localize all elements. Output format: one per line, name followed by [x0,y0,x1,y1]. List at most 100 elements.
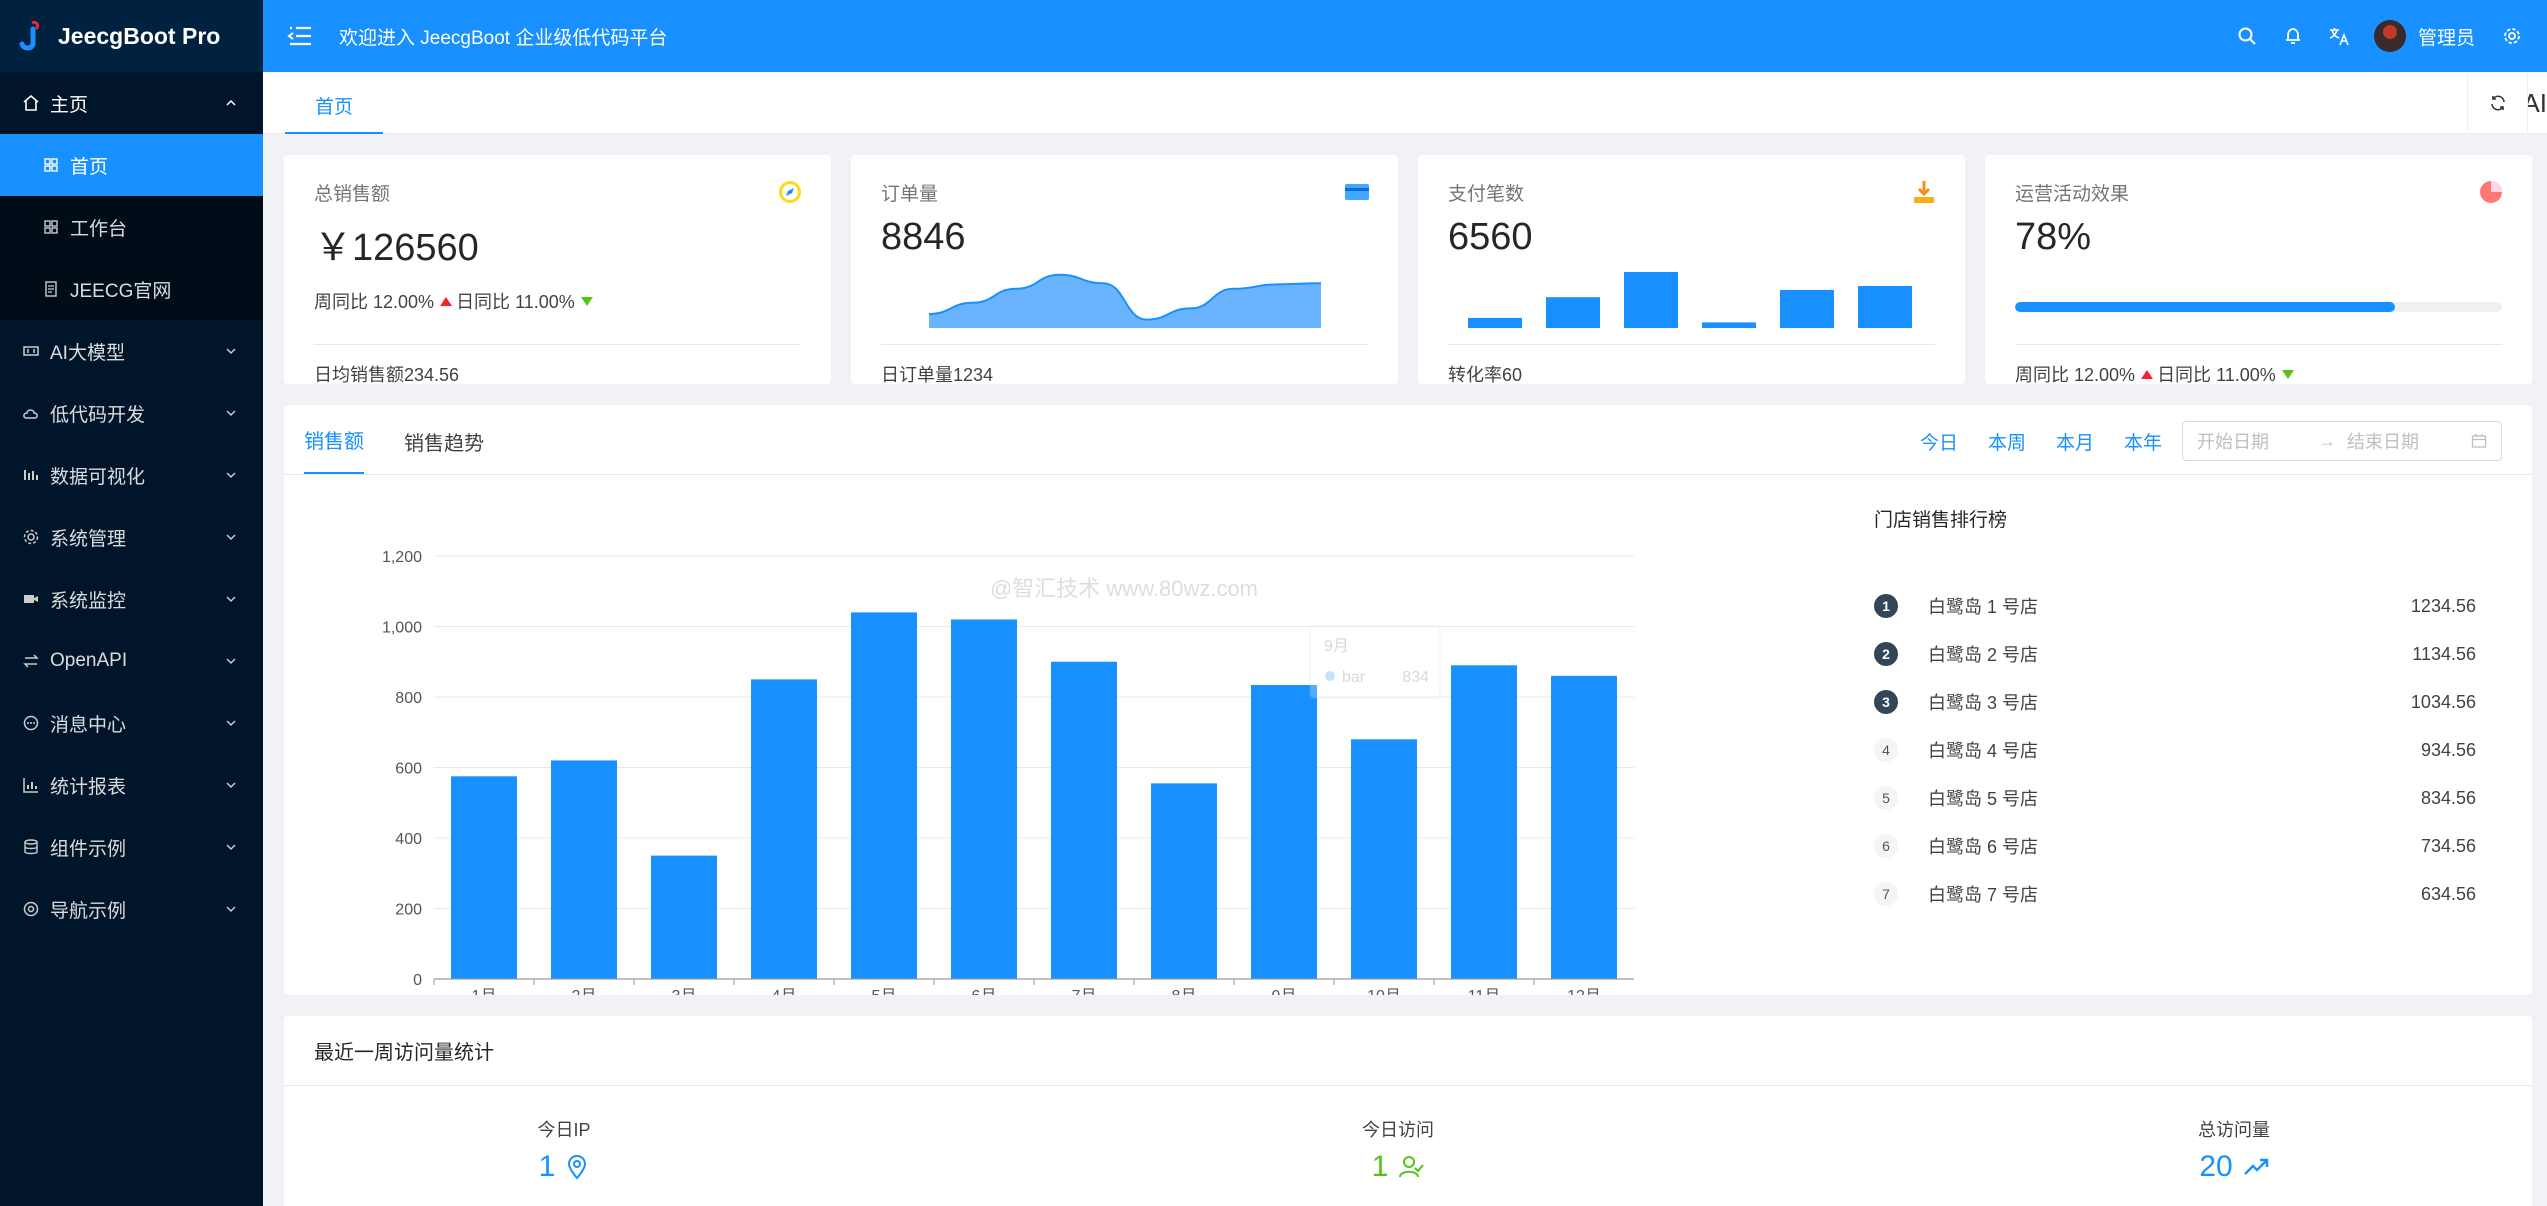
refresh-button[interactable] [2467,72,2527,134]
sidebar-item-messages[interactable]: 消息中心 [0,692,263,754]
arrow-right-icon: → [2318,430,2336,451]
sidebar-item-data-vis[interactable]: 数据可视化 [0,444,263,506]
video-icon [22,590,40,608]
sidebar-item-ai-model[interactable]: AI大模型 [0,320,263,382]
store-value: 1134.56 [2412,643,2476,664]
y-tick-label: 0 [413,972,422,989]
logo[interactable]: JeecgBoot Pro [0,0,263,72]
location-icon [568,1155,587,1180]
tab-sales-trend[interactable]: 销售趋势 [404,433,484,455]
y-tick-label: 200 [395,902,422,919]
chevron-down-icon [223,653,239,669]
gear-icon[interactable] [2501,25,2523,47]
date-end-input[interactable]: 结束日期 [2347,432,2419,452]
bar-11月[interactable] [1451,665,1517,979]
store-value: 734.56 [2420,835,2476,856]
message-icon [22,714,40,732]
x-tick-label: 9月 [1272,988,1297,995]
x-tick-label: 6月 [972,988,997,995]
bar-3月[interactable] [651,855,717,979]
search-icon[interactable] [2236,25,2258,47]
bar-9月[interactable] [1251,685,1317,979]
sidebar-item-dashboard[interactable]: 首页 [0,134,263,196]
bar-5月[interactable] [851,612,917,979]
sidebar-item-reports[interactable]: 统计报表 [0,754,263,816]
grid-icon [42,218,60,236]
menu-fold-icon[interactable] [287,23,313,49]
ranking-title: 门店销售排行榜 [1874,510,2008,531]
chevron-down-icon [223,591,239,607]
x-tick-label: 2月 [572,988,597,995]
x-tick-label: 8月 [1172,988,1197,995]
avatar[interactable] [2373,20,2406,52]
chart-icon [22,466,40,484]
tab-sales[interactable]: 销售额 [304,425,364,474]
store-name: 白鹭岛 2 号店 [1928,645,2039,665]
y-tick-label: 400 [395,831,422,848]
ranking-row: 5 白鹭岛 5 号店 834.56 [1874,774,2514,822]
date-start-input[interactable]: 开始日期 [2197,432,2269,452]
chevron-down-icon [223,901,239,917]
sidebar-item-workbench[interactable]: 工作台 [0,196,263,258]
trend-row: 周同比 12.00% 日同比 11.00% [2015,344,2502,387]
visit-value: 20 [2199,1150,2233,1183]
sidebar-item-components[interactable]: 组件示例 [0,816,263,878]
sidebar-item-openapi[interactable]: OpenAPI [0,630,263,692]
username[interactable]: 管理员 [2417,27,2475,49]
trend-up-icon [440,296,453,306]
range-month[interactable]: 本月 [2055,432,2094,454]
store-name: 白鹭岛 5 号店 [1928,789,2039,809]
rank-number: 5 [1874,786,1898,810]
trend-down-icon [2281,369,2294,379]
bar-10月[interactable] [1351,739,1417,979]
bar-2月[interactable] [551,760,617,979]
progress-fill [2015,302,2395,312]
bar-1月[interactable] [451,776,517,979]
visit-label: 今日访问 [1362,1120,1434,1140]
sales-card: 销售额 销售趋势 今日 本周 本月 本年 开始日期 → 结束日期 0 200 400… [284,405,2532,1005]
sidebar-item-navigation[interactable]: 导航示例 [0,878,263,940]
sidebar-item-label: 首页 [70,156,109,178]
sidebar-item-home[interactable]: 主页 [0,72,263,134]
translate-icon[interactable] [2328,25,2350,47]
sidebar-item-system[interactable]: 系统管理 [0,506,263,568]
bar-4月[interactable] [751,679,817,979]
submenu-home: 首页 工作台 JEECG官网 [0,134,263,320]
mini-bar [1624,272,1678,328]
tooltip-title: 9月 [1324,638,1349,655]
store-ranking: 门店销售排行榜 1 白鹭岛 1 号店 1234.56 2 白鹭岛 2 号店 1134.56… [1874,505,2514,918]
rise-icon [2243,1158,2268,1175]
bar-12月[interactable] [1551,675,1617,979]
bar-7月[interactable] [1051,661,1117,979]
ranking-row: 1 白鹭岛 1 号店 1234.56 [1874,582,2514,630]
date-range-picker[interactable]: 开始日期 → 结束日期 [2182,421,2502,461]
sidebar-item-jeecg-site[interactable]: JEECG官网 [0,258,263,320]
store-name: 白鹭岛 1 号店 [1928,597,2039,617]
logo-icon [19,21,40,51]
sidebar-item-label: 组件示例 [50,838,127,860]
sidebar-item-lowcode[interactable]: 低代码开发 [0,382,263,444]
tab-home[interactable]: 首页 [285,80,384,134]
x-tick-label: 10月 [1367,988,1401,995]
stat-card-total-sales: 总销售额 ￥126560 周同比 12.00% 日同比 11.00% 日均销售额… [284,155,831,385]
stat-card-orders: 订单量 8846 日订单量1234 [851,155,1398,385]
store-value: 1034.56 [2410,691,2476,712]
sidebar-item-label: AI大模型 [50,342,125,364]
range-year[interactable]: 本年 [2123,432,2162,454]
tooltip-value: 834 [1402,669,1429,686]
sidebar-item-monitor[interactable]: 系统监控 [0,568,263,630]
rank-number: 1 [1874,594,1898,618]
bell-icon[interactable] [2282,25,2304,47]
bar-chart-icon [22,776,40,794]
x-tick-label: 3月 [672,988,697,995]
ranking-row: 2 白鹭岛 2 号店 1134.56 [1874,630,2514,678]
bar-6月[interactable] [951,619,1017,979]
visits-title: 最近一周访问量统计 [284,1016,2532,1086]
bar-8月[interactable] [1151,783,1217,979]
range-week[interactable]: 本周 [1987,432,2026,454]
sales-bar-chart: 0 200 400 600 800 1,000 1,200 1月 2月 3月 4月 5月 6月 7月 8月 9… [382,549,1634,1005]
week-trend-label: 周同比 12.00% [2015,365,2136,385]
range-today[interactable]: 今日 [1919,432,1958,454]
day-trend-label: 日同比 11.00% [2157,365,2276,385]
ai-button[interactable]: AI [2527,72,2547,134]
